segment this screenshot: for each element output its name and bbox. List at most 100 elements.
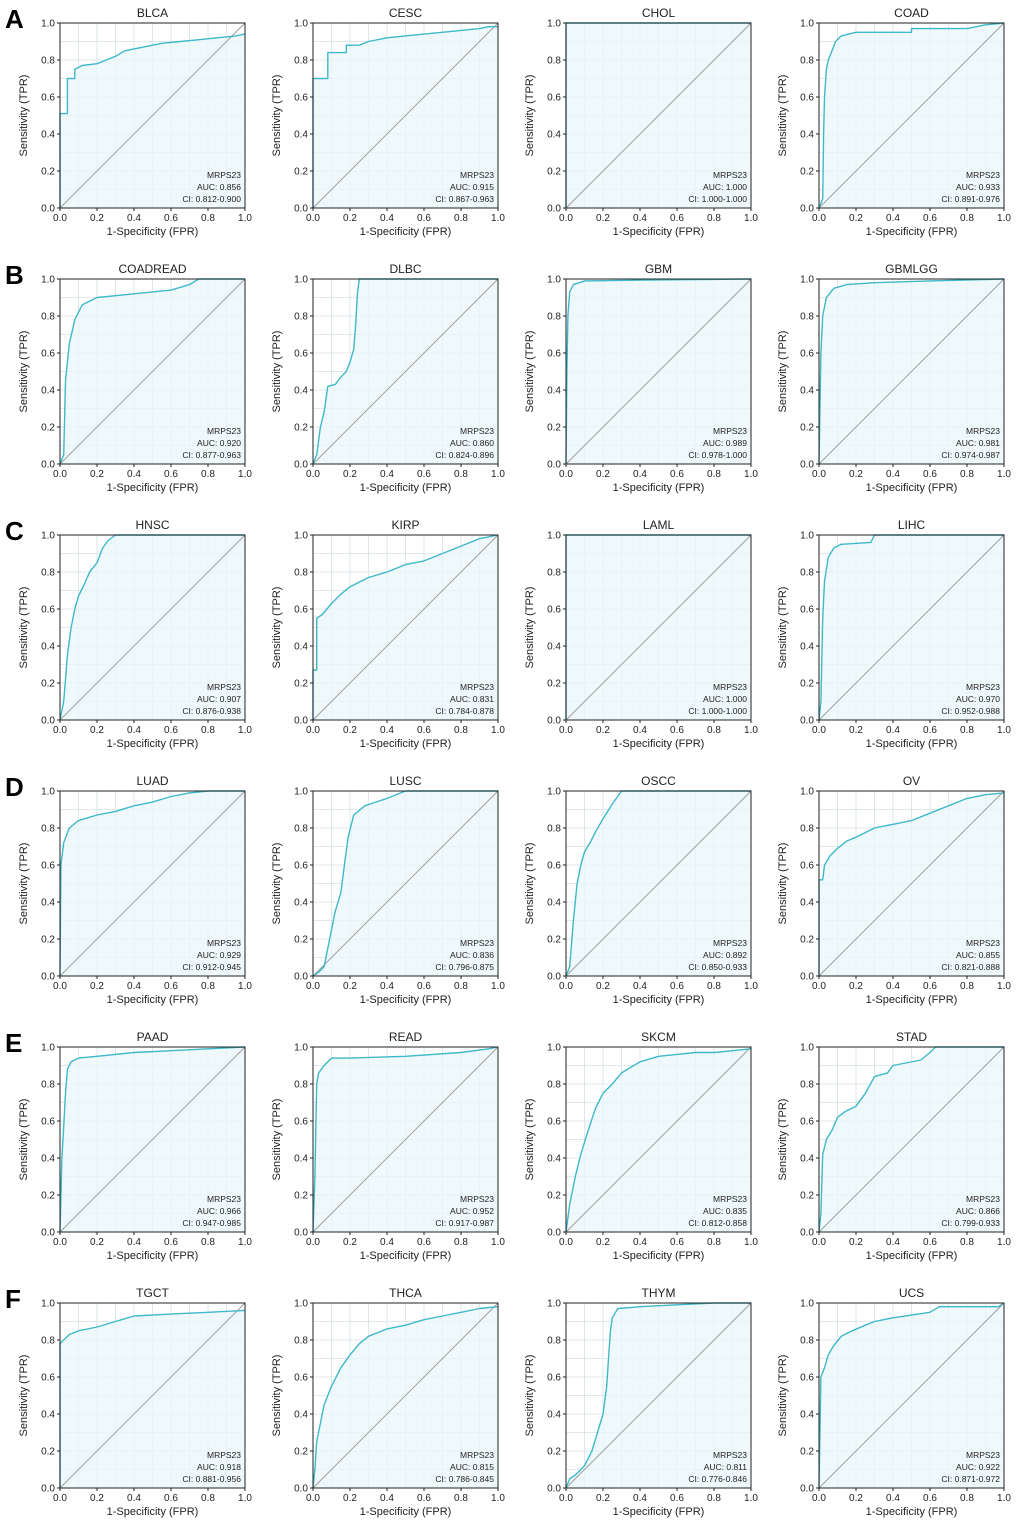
- x-axis-label: 1-Specificity (FPR): [360, 1250, 452, 1262]
- y-tick-label: 0.4: [41, 898, 55, 909]
- auc-annotation: AUC: 0.811: [704, 1462, 748, 1472]
- y-tick-label: 0.2: [800, 679, 814, 690]
- y-tick-label: 0.6: [800, 605, 814, 616]
- x-tick-label: 0.4: [886, 1237, 900, 1248]
- auc-annotation: AUC: 0.855: [956, 950, 1000, 960]
- x-tick-label: 0.0: [53, 725, 67, 736]
- y-tick-label: 0.8: [547, 568, 561, 579]
- x-tick-label: 0.2: [849, 981, 863, 992]
- y-tick-label: 0.6: [547, 605, 561, 616]
- y-tick-label: 0.4: [800, 1410, 814, 1421]
- x-tick-label: 0.4: [127, 1237, 141, 1248]
- x-tick-label: 0.8: [960, 1237, 974, 1248]
- y-tick-label: 0.6: [547, 1117, 561, 1128]
- roc-panel-blca: 0.0 0.2 0.4 0.6 0.8 1.0 0.0 0.2 0.4 0.6 0.8 1.0 BLCA…: [18, 6, 252, 238]
- roc-panel-ucs: 0.0 0.2 0.4 0.6 0.8 1.0 0.0 0.2 0.4 0.6 0.8 1.0 UCS 1…: [777, 1286, 1011, 1518]
- y-tick-label: 0.6: [41, 1117, 55, 1128]
- y-tick-label: 0.8: [294, 56, 308, 67]
- chart-title: OV: [903, 774, 920, 788]
- gene-annotation: MRPS23: [460, 1194, 494, 1204]
- x-tick-label: 0.6: [670, 1493, 684, 1504]
- x-tick-label: 0.0: [306, 1237, 320, 1248]
- x-tick-label: 1.0: [997, 725, 1011, 736]
- y-tick-label: 0.0: [294, 204, 308, 215]
- roc-panel-ov: 0.0 0.2 0.4 0.6 0.8 1.0 0.0 0.2 0.4 0.6 0.8 1.0 OV 1-…: [777, 774, 1011, 1006]
- diagonal-reference-line: [818, 790, 1005, 977]
- y-tick-label: 0.8: [800, 568, 814, 579]
- roc-curve: [565, 1302, 751, 1489]
- y-tick-label: 0.2: [547, 935, 561, 946]
- x-tick-label: 0.0: [306, 1493, 320, 1504]
- x-tick-label: 0.0: [559, 1237, 573, 1248]
- y-axis-label: Sensitivity (TPR): [524, 75, 536, 157]
- y-tick-label: 0.8: [41, 1080, 55, 1091]
- y-tick-label: 1.0: [547, 1299, 561, 1310]
- y-tick-label: 0.6: [41, 349, 55, 360]
- x-axis-label: 1-Specificity (FPR): [360, 1506, 452, 1518]
- x-axis-label: 1-Specificity (FPR): [613, 1250, 705, 1262]
- plot-frame: [818, 1302, 1005, 1489]
- y-axis-label: Sensitivity (TPR): [777, 587, 789, 669]
- x-tick-label: 0.6: [164, 981, 178, 992]
- y-tick-label: 0.0: [41, 1484, 55, 1495]
- y-tick-label: 1.0: [294, 531, 308, 542]
- y-tick-label: 1.0: [547, 19, 561, 30]
- x-tick-label: 0.2: [849, 1237, 863, 1248]
- chart-title: READ: [389, 1030, 423, 1044]
- y-tick-label: 0.0: [547, 1228, 561, 1239]
- y-tick-label: 0.2: [294, 679, 308, 690]
- y-tick-label: 0.4: [547, 898, 561, 909]
- x-tick-label: 1.0: [744, 469, 758, 480]
- diagonal-reference-line: [312, 278, 499, 465]
- chart-title: LUSC: [389, 774, 421, 788]
- diagonal-reference-line: [818, 1046, 1005, 1233]
- diagonal-reference-line: [59, 534, 246, 721]
- x-axis-label: 1-Specificity (FPR): [613, 482, 705, 494]
- x-tick-label: 0.4: [633, 213, 647, 224]
- y-tick-label: 1.0: [41, 1043, 55, 1054]
- x-tick-label: 0.0: [812, 1493, 826, 1504]
- y-tick-label: 0.4: [547, 1410, 561, 1421]
- y-tick-label: 0.4: [294, 1154, 308, 1165]
- y-tick-label: 0.0: [547, 460, 561, 471]
- y-axis-label: Sensitivity (TPR): [524, 1099, 536, 1181]
- x-tick-label: 0.6: [923, 981, 937, 992]
- x-tick-label: 0.8: [454, 981, 468, 992]
- x-tick-label: 0.4: [633, 981, 647, 992]
- auc-annotation: AUC: 0.815: [450, 1462, 494, 1472]
- roc-curve: [818, 1302, 1005, 1489]
- y-tick-label: 0.0: [41, 460, 55, 471]
- x-axis-label: 1-Specificity (FPR): [613, 226, 705, 238]
- auc-annotation: AUC: 0.907: [197, 694, 241, 704]
- diagonal-reference-line: [59, 790, 246, 977]
- ci-annotation: CI: 0.776-0.846: [688, 1474, 747, 1484]
- x-tick-label: 0.6: [670, 725, 684, 736]
- auc-annotation: AUC: 0.929: [197, 950, 241, 960]
- y-tick-label: 0.6: [294, 605, 308, 616]
- roc-panel-chol: 0.0 0.2 0.4 0.6 0.8 1.0 0.0 0.2 0.4 0.6 0.8 1.0 CHOL…: [524, 6, 758, 238]
- auc-annotation: AUC: 0.918: [197, 1462, 241, 1472]
- x-tick-label: 0.2: [849, 1493, 863, 1504]
- row-label-c: C: [5, 516, 24, 546]
- roc-curve: [818, 534, 1004, 721]
- x-tick-label: 0.4: [633, 725, 647, 736]
- auc-area: [313, 1306, 498, 1488]
- roc-panel-hnsc: 0.0 0.2 0.4 0.6 0.8 1.0 0.0 0.2 0.4 0.6 0.8 1.0 HNSC…: [18, 518, 252, 750]
- y-tick-label: 1.0: [547, 1043, 561, 1054]
- x-tick-label: 0.8: [201, 1493, 215, 1504]
- ci-annotation: CI: 1.000-1.000: [688, 706, 747, 716]
- x-tick-label: 1.0: [491, 1493, 505, 1504]
- y-tick-label: 0.4: [547, 130, 561, 141]
- y-tick-label: 0.0: [547, 972, 561, 983]
- x-tick-label: 0.6: [923, 1493, 937, 1504]
- ci-annotation: CI: 0.824-0.896: [435, 450, 494, 460]
- roc-panel-coad: 0.0 0.2 0.4 0.6 0.8 1.0 0.0 0.2 0.4 0.6 0.8 1.0 COAD…: [777, 6, 1011, 238]
- x-tick-label: 1.0: [744, 981, 758, 992]
- y-tick-label: 0.8: [547, 1336, 561, 1347]
- x-tick-label: 0.2: [849, 725, 863, 736]
- x-tick-label: 0.8: [960, 725, 974, 736]
- y-tick-label: 1.0: [41, 531, 55, 542]
- x-tick-label: 1.0: [491, 213, 505, 224]
- x-tick-label: 0.8: [201, 1237, 215, 1248]
